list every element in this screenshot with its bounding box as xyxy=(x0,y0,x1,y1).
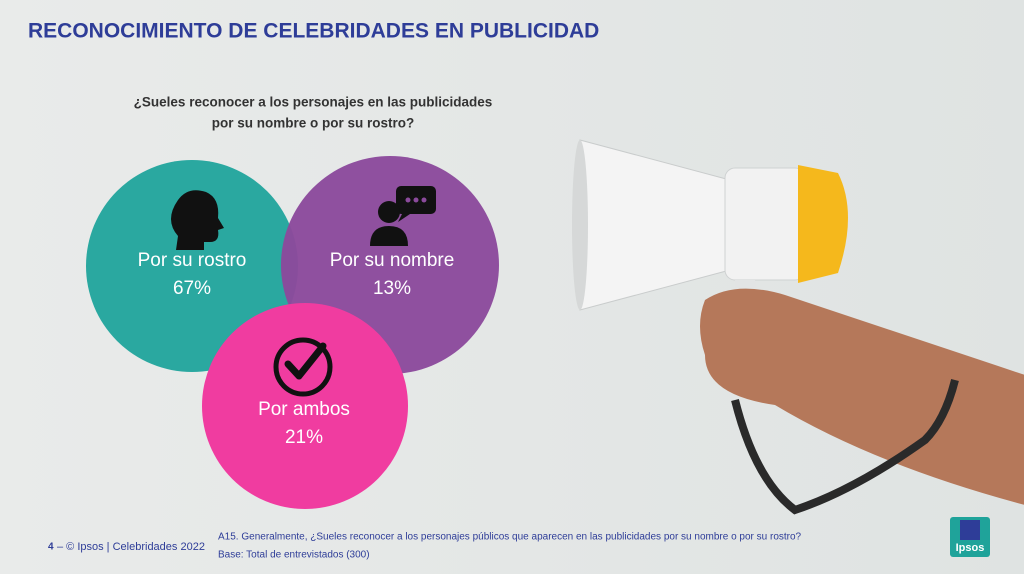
circle-label: Por su nombre xyxy=(330,250,455,271)
circle-label: Por ambos xyxy=(258,399,350,420)
note: Base: Total de entrevistados (300) xyxy=(218,550,370,561)
logo-text: Ipsos xyxy=(956,542,985,554)
check-icon xyxy=(273,337,333,397)
logo-shape xyxy=(960,520,980,540)
circle-label: Por su rostro xyxy=(138,250,247,271)
question: por su nombre o por su rostro? xyxy=(212,116,415,131)
source: – © Ipsos | Celebridades 2022 xyxy=(57,541,205,553)
note: A15. Generalmente, ¿Sueles reconocer a l… xyxy=(218,532,802,543)
circle-value: 21% xyxy=(285,427,323,448)
head-icon xyxy=(171,190,224,250)
page-number: 4 xyxy=(48,542,54,553)
megaphone-image xyxy=(572,139,1024,515)
person-speech-icon xyxy=(370,186,436,246)
circle-value: 67% xyxy=(173,278,211,299)
circle-ambos xyxy=(202,303,408,509)
circle-rostro xyxy=(86,160,298,372)
title: RECONOCIMIENTO DE CELEBRIDADES EN PUBLIC… xyxy=(28,20,599,43)
question: ¿Sueles reconocer a los personajes en la… xyxy=(134,95,493,110)
circle-value: 13% xyxy=(373,278,411,299)
